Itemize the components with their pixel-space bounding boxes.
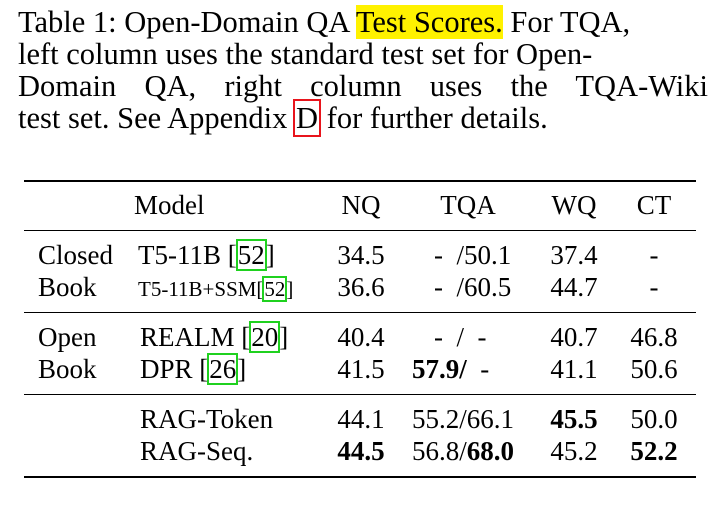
model-name: RAG-Seq.	[140, 436, 254, 466]
caption-line-4: test set. See Appendix D for further det…	[18, 99, 708, 137]
tqa-score: - /50.1	[434, 240, 512, 270]
tqa-score: 56.8/68.0	[412, 436, 515, 466]
model-name: T5-11B+SSM[52]	[138, 276, 294, 302]
caption-line-2: left column uses the standard test set f…	[18, 37, 593, 71]
model-name: REALM [20]	[140, 321, 289, 353]
ct-score: -	[649, 272, 659, 302]
nq-score: 34.5	[337, 240, 385, 270]
nq-score: 44.5	[337, 436, 385, 466]
tqa-score: 55.2/66.1	[412, 404, 515, 434]
header-wq: WQ	[551, 190, 597, 220]
group-label-open-book: Book	[38, 354, 97, 384]
header-tqa: TQA	[440, 190, 496, 220]
wq-score: 44.7	[550, 272, 598, 302]
header-model: Model	[134, 190, 205, 220]
group-rule-open	[24, 394, 696, 395]
ct-score: 50.6	[630, 354, 678, 384]
ct-score: 50.0	[630, 404, 678, 434]
ct-score: 52.2	[630, 436, 678, 466]
top-rule	[24, 180, 696, 182]
ct-score: -	[649, 240, 659, 270]
citation-link[interactable]: 20	[249, 321, 281, 353]
wq-score: 45.2	[550, 436, 598, 466]
caption-line4-pre: test set. See Appendix	[18, 101, 296, 135]
caption-line4-post: for further details.	[319, 101, 548, 135]
citation-link[interactable]: 26	[207, 353, 239, 385]
group-label-open: Open	[38, 322, 97, 352]
table-caption: Table 1: Open-Domain QA Test Scores. For…	[18, 5, 708, 137]
group-rule-closed	[24, 312, 696, 313]
nq-score: 36.6	[337, 272, 385, 302]
bottom-rule	[24, 476, 696, 478]
results-table: Model NQ TQA WQ CT Closed Book T5-11B [5…	[24, 180, 696, 480]
caption-highlight: Test Scores.	[355, 5, 503, 39]
caption-prefix: Table 1: Open-Domain QA	[18, 5, 356, 39]
model-name: T5-11B [52]	[138, 239, 275, 271]
ct-score: 46.8	[630, 322, 678, 352]
appendix-link[interactable]: D	[293, 99, 322, 137]
tqa-score: - /60.5	[434, 272, 512, 302]
nq-score: 41.5	[337, 354, 385, 384]
caption-line1-rest: For TQA,	[502, 5, 631, 39]
header-ct: CT	[636, 190, 672, 220]
wq-score: 40.7	[550, 322, 598, 352]
citation-link[interactable]: 52	[235, 239, 267, 271]
model-name: RAG-Token	[140, 404, 274, 434]
wq-score: 41.1	[550, 354, 598, 384]
header-rule	[24, 230, 696, 231]
group-label-closed: Closed	[38, 240, 114, 270]
wq-score: 37.4	[550, 240, 598, 270]
tqa-score: - / -	[434, 322, 487, 352]
header-nq: NQ	[341, 190, 381, 220]
wq-score: 45.5	[550, 404, 598, 434]
caption-line-1: Table 1: Open-Domain QA Test Scores. For…	[18, 5, 708, 39]
citation-link[interactable]: 52	[262, 276, 288, 302]
caption-line-3: Domain QA, right column uses the TQA-Wik…	[18, 69, 708, 103]
model-name: DPR [26]	[140, 353, 247, 385]
tqa-score: 57.9/ -	[412, 354, 490, 384]
nq-score: 40.4	[337, 322, 385, 352]
group-label-closed-book: Book	[38, 272, 97, 302]
nq-score: 44.1	[337, 404, 385, 434]
